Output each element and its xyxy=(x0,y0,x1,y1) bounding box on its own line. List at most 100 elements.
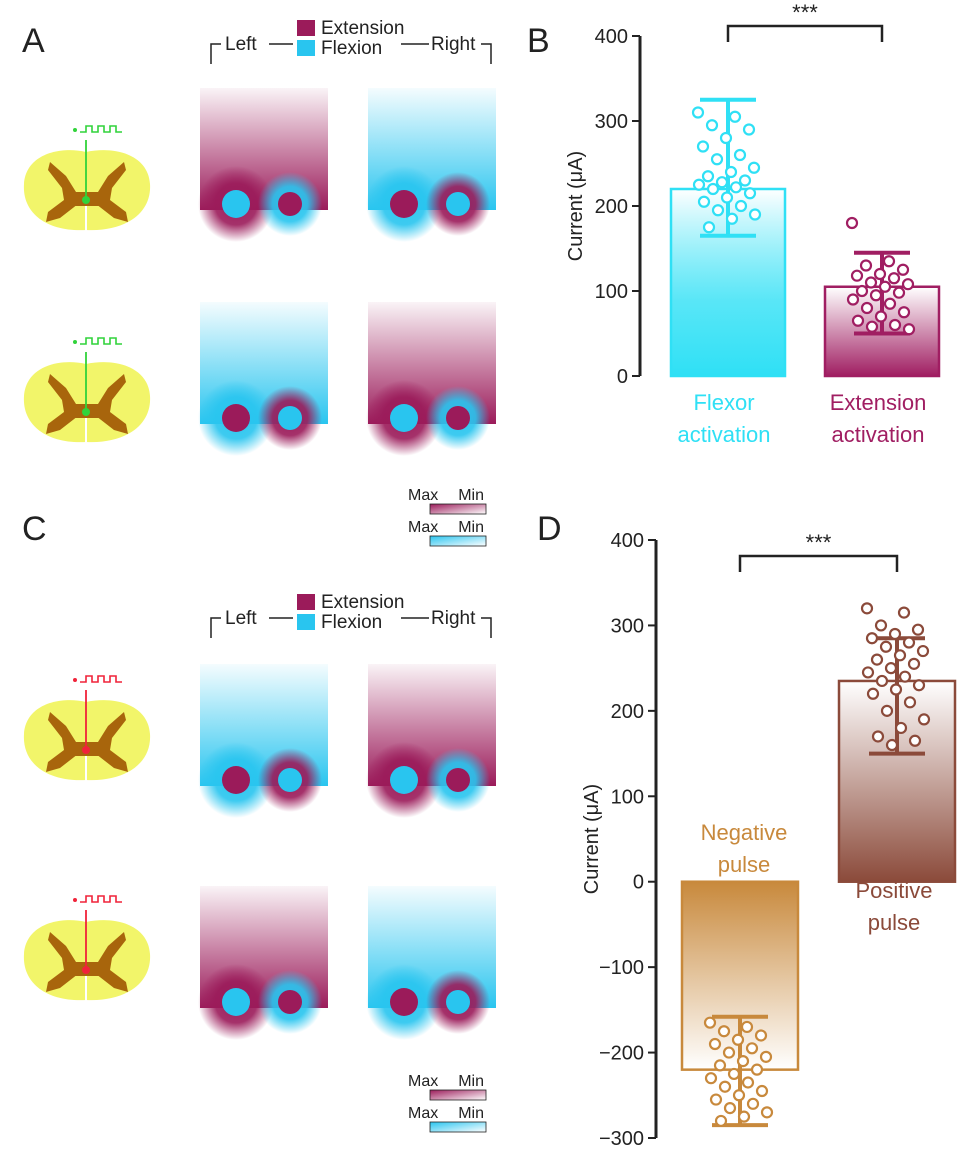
data-point xyxy=(878,280,892,293)
electrode-tip xyxy=(82,966,90,974)
grey-matter-right xyxy=(96,374,128,434)
data-point xyxy=(733,148,747,162)
pulse-train-waveform xyxy=(80,337,122,345)
data-point xyxy=(754,1029,768,1042)
motor-pool-right xyxy=(278,990,302,1014)
category-label: pulse xyxy=(718,852,771,877)
data-point xyxy=(714,1114,728,1128)
data-point xyxy=(846,293,860,306)
grey-matter-right xyxy=(96,162,128,222)
activation-map xyxy=(198,664,328,818)
data-point xyxy=(697,195,711,208)
pulse-train-waveform xyxy=(80,125,122,133)
data-point xyxy=(873,267,887,281)
data-point xyxy=(917,713,931,726)
significance-bracket xyxy=(738,554,899,572)
data-point xyxy=(723,1101,737,1115)
data-point xyxy=(888,627,902,641)
spinal-cord-diagram xyxy=(23,337,151,444)
data-point xyxy=(896,263,910,276)
data-point xyxy=(696,140,710,153)
spinal-cord-diagram xyxy=(23,895,151,1002)
data-point xyxy=(692,178,706,191)
grey-matter-left xyxy=(46,712,78,772)
y-tick-label: 400 xyxy=(595,26,628,48)
data-point xyxy=(916,644,930,658)
panel-letter-d: D xyxy=(537,510,562,548)
data-point xyxy=(875,674,889,688)
legend-extension-label: Extension xyxy=(321,592,404,613)
data-point xyxy=(865,320,879,333)
electrode-tip xyxy=(82,408,90,416)
motor-pool-right xyxy=(278,192,302,216)
data-point xyxy=(709,1093,723,1106)
legend-flexion-swatch xyxy=(297,614,315,630)
category-label: Extension xyxy=(830,390,927,415)
data-point xyxy=(737,1110,751,1123)
data-point xyxy=(911,623,925,636)
data-point xyxy=(845,216,859,230)
data-point xyxy=(748,208,762,221)
pulse-marker xyxy=(73,678,77,682)
intensity-scale-bars: Max Min Max Min xyxy=(408,1073,487,1133)
grey-matter-right xyxy=(96,712,128,772)
motor-pool-left xyxy=(222,766,250,794)
data-point xyxy=(702,221,716,234)
data-point xyxy=(885,738,899,752)
legend-extension-swatch xyxy=(297,594,315,610)
data-point xyxy=(736,1055,750,1068)
data-point xyxy=(746,1097,760,1110)
scale-min-label: Min xyxy=(458,1073,484,1090)
data-point xyxy=(738,174,752,187)
legend-flexion-label: Flexion xyxy=(321,612,382,633)
motor-pool-left xyxy=(390,766,418,794)
scale-min-label: Min xyxy=(458,1105,484,1122)
scale-min-label: Min xyxy=(458,519,484,536)
data-point xyxy=(734,199,748,213)
scale-max-label: Max xyxy=(408,1073,438,1090)
motor-pool-left xyxy=(390,988,418,1016)
data-point xyxy=(710,153,724,166)
data-point xyxy=(731,1033,745,1046)
data-point xyxy=(898,670,912,683)
spinal-cord-diagram xyxy=(23,125,151,232)
significance-stars: *** xyxy=(806,530,832,555)
data-point xyxy=(883,297,897,310)
data-point xyxy=(897,306,911,319)
bar-chart-b: 0 100 200 300 400 Current (μA) Flexor activatio… xyxy=(565,0,941,447)
category-label: activation xyxy=(678,422,771,447)
data-point xyxy=(711,204,725,217)
data-point xyxy=(860,602,874,615)
data-point xyxy=(879,640,893,653)
data-point xyxy=(907,657,921,670)
motor-pool-right xyxy=(446,192,470,216)
activation-map xyxy=(366,664,496,818)
y-tick-label: 300 xyxy=(611,615,644,637)
data-point xyxy=(864,276,878,289)
data-point xyxy=(718,1080,732,1093)
motor-pool-left xyxy=(222,404,250,432)
electrode-tip xyxy=(82,746,90,754)
y-tick-label: 100 xyxy=(595,281,628,303)
data-point xyxy=(912,679,926,692)
data-point xyxy=(742,123,756,136)
data-point xyxy=(717,1025,731,1038)
data-point xyxy=(869,289,883,302)
data-point xyxy=(720,191,734,204)
data-point xyxy=(701,170,715,183)
data-point xyxy=(870,653,884,666)
category-label: Positive xyxy=(855,878,932,903)
legend-flexion-label: Flexion xyxy=(321,38,382,59)
grey-matter-left xyxy=(46,374,78,434)
data-point xyxy=(727,1067,741,1081)
y-tick-label: 300 xyxy=(595,111,628,133)
legend-bracket-right xyxy=(481,43,492,64)
data-point xyxy=(759,1050,773,1063)
data-point xyxy=(704,1072,718,1085)
legend-extension-swatch xyxy=(297,20,315,36)
motor-pool-left xyxy=(222,190,250,218)
extension-scale-bar xyxy=(429,1089,487,1101)
